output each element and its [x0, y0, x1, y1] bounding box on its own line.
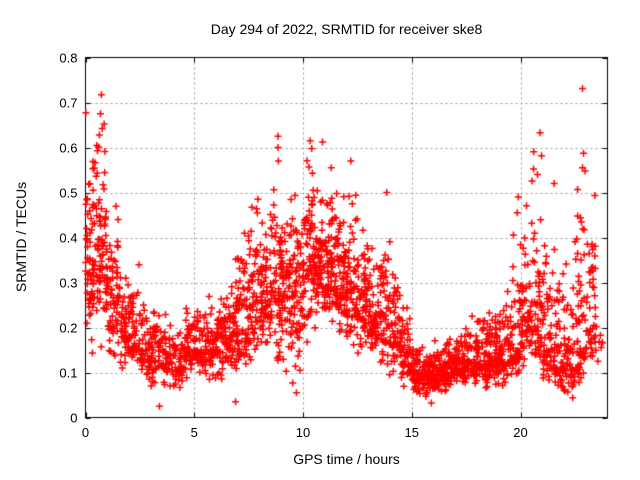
- y-tick-label: 0.7: [59, 95, 78, 110]
- y-tick-label: 0.3: [59, 275, 78, 290]
- y-tick-label: 0.8: [59, 50, 78, 65]
- x-tick-label: 0: [81, 424, 90, 440]
- chart-title: Day 294 of 2022, SRMTID for receiver ske…: [210, 21, 483, 37]
- y-tick-label: 0.1: [59, 365, 78, 380]
- x-tick-label: 10: [295, 424, 311, 440]
- y-tick-label: 0.6: [59, 140, 78, 155]
- x-tick-label: 15: [404, 424, 419, 440]
- y-tick-label: 0.2: [59, 320, 78, 335]
- y-tick-label: 0.5: [59, 185, 78, 200]
- x-axis-label: GPS time / hours: [293, 451, 400, 467]
- x-tick-label: 20: [513, 424, 528, 440]
- y-axis-label: SRMTID / TECUs: [13, 181, 29, 293]
- x-tick-label: 5: [190, 424, 198, 440]
- y-tick-label: 0: [70, 410, 78, 425]
- y-tick-label: 0.4: [59, 230, 78, 245]
